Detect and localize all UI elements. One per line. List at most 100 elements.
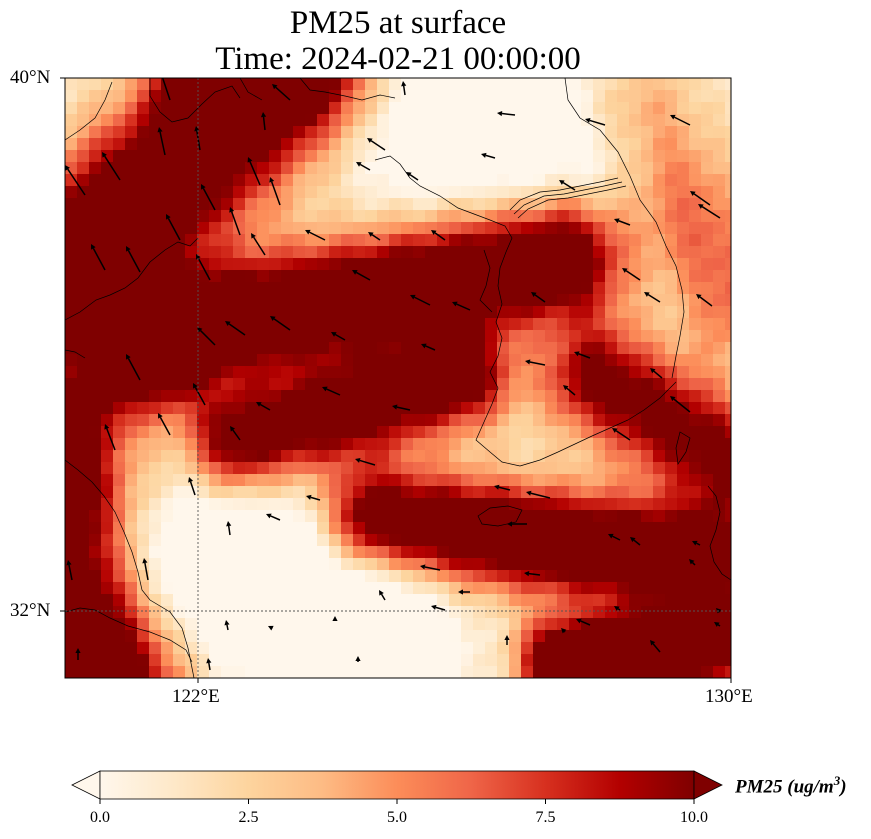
field-cell xyxy=(653,414,666,427)
field-cell xyxy=(521,330,534,343)
field-cell xyxy=(281,378,294,391)
field-cell xyxy=(317,582,330,595)
field-cell xyxy=(149,234,162,247)
field-cell xyxy=(293,162,306,175)
field-cell xyxy=(425,510,438,523)
field-cell xyxy=(317,126,330,139)
field-cell xyxy=(125,474,138,487)
field-cell xyxy=(269,426,282,439)
field-cell xyxy=(77,666,90,678)
field-cell xyxy=(245,318,258,331)
wind-arrow-head xyxy=(166,214,171,220)
field-cell xyxy=(533,210,546,223)
field-cell xyxy=(305,90,318,103)
field-cell xyxy=(449,318,462,331)
field-cell xyxy=(197,474,210,487)
field-cell xyxy=(665,402,678,415)
field-cell xyxy=(689,318,702,331)
field-cell xyxy=(377,150,390,163)
field-cell xyxy=(665,426,678,439)
field-cell xyxy=(569,294,582,307)
field-cell xyxy=(221,138,234,151)
field-cell xyxy=(197,642,210,655)
field-cell xyxy=(569,366,582,379)
wind-arrow-head xyxy=(126,354,131,360)
field-cell xyxy=(473,582,486,595)
field-cell xyxy=(161,330,174,343)
field-cell xyxy=(389,534,402,547)
field-cell xyxy=(437,282,450,295)
field-cell xyxy=(473,558,486,571)
field-cell xyxy=(545,222,558,235)
field-cell xyxy=(89,102,102,115)
field-cell xyxy=(89,198,102,211)
field-cell xyxy=(281,438,294,451)
field-cell xyxy=(725,666,731,678)
field-cell xyxy=(593,618,606,631)
wind-arrow-head xyxy=(230,426,236,432)
field-cell xyxy=(281,102,294,115)
field-cell xyxy=(197,90,210,103)
field-cell xyxy=(281,462,294,475)
field-cell xyxy=(197,486,210,499)
field-cell xyxy=(125,114,138,127)
field-cell xyxy=(221,174,234,187)
field-cell xyxy=(713,642,726,655)
field-cell xyxy=(245,414,258,427)
field-cell xyxy=(461,150,474,163)
field-cell xyxy=(449,342,462,355)
field-cell xyxy=(281,150,294,163)
field-cell xyxy=(377,246,390,259)
field-cell xyxy=(365,306,378,319)
field-cell xyxy=(257,198,270,211)
field-cell xyxy=(593,138,606,151)
field-cell xyxy=(581,522,594,535)
field-cell xyxy=(509,570,522,583)
field-cell xyxy=(509,534,522,547)
field-cell xyxy=(401,522,414,535)
field-cell xyxy=(437,366,450,379)
field-cell xyxy=(581,354,594,367)
field-cell xyxy=(329,78,342,91)
field-cell xyxy=(557,630,570,643)
field-cell xyxy=(629,618,642,631)
field-cell xyxy=(209,594,222,607)
field-cell xyxy=(389,498,402,511)
field-cell xyxy=(641,642,654,655)
field-cell xyxy=(161,402,174,415)
field-cell xyxy=(341,378,354,391)
field-cell xyxy=(341,474,354,487)
field-cell xyxy=(353,282,366,295)
field-cell xyxy=(77,498,90,511)
field-cell xyxy=(653,366,666,379)
field-cell xyxy=(77,354,90,367)
field-cell xyxy=(689,234,702,247)
field-cell xyxy=(485,654,498,667)
field-cell xyxy=(245,186,258,199)
field-cell xyxy=(341,606,354,619)
map-frame xyxy=(64,77,732,679)
field-cell xyxy=(617,534,630,547)
field-cell xyxy=(161,258,174,271)
field-cell xyxy=(281,90,294,103)
field-cell xyxy=(221,486,234,499)
field-cell xyxy=(641,558,654,571)
wind-arrow-shaft xyxy=(534,294,546,303)
field-cell xyxy=(473,258,486,271)
field-cell xyxy=(509,162,522,175)
field-cell xyxy=(233,366,246,379)
field-cell xyxy=(425,390,438,403)
field-cell xyxy=(557,330,570,343)
field-cell xyxy=(77,426,90,439)
field-cell xyxy=(293,126,306,139)
field-cell xyxy=(293,666,306,678)
field-cell xyxy=(329,342,342,355)
field-cell xyxy=(533,78,546,91)
field-cell xyxy=(713,666,726,678)
field-cell xyxy=(305,390,318,403)
wind-arrow-head xyxy=(322,386,328,392)
field-cell xyxy=(437,198,450,211)
field-cell xyxy=(317,306,330,319)
field-cell xyxy=(521,150,534,163)
field-cell xyxy=(449,174,462,187)
